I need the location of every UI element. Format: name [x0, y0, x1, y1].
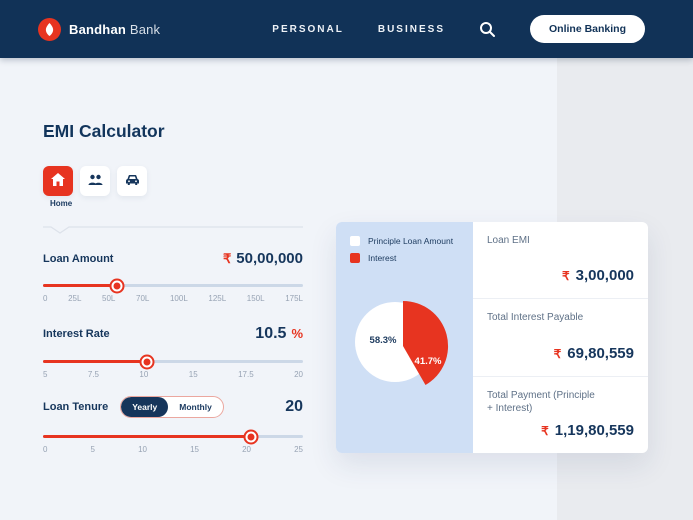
brand-logo[interactable]: Bandhan Bank [38, 17, 161, 41]
page-title: EMI Calculator [43, 121, 165, 141]
toggle-yearly-button[interactable]: Yearly [121, 397, 169, 417]
loan-amount-ticks: 0 25L 50L 70L 100L 125L 150L 175L [43, 294, 303, 303]
rupee-icon: ₹ [561, 269, 570, 284]
interest-rate-label: Interest Rate [43, 328, 110, 340]
loan-tenure-ticks: 0 5 10 15 20 25 [43, 445, 303, 454]
people-icon [88, 174, 103, 189]
principle-swatch-icon [350, 236, 360, 246]
total-interest-row: Total Interest Payable ₹ 69,80,559 [473, 298, 648, 375]
tab-personal-loan[interactable] [80, 166, 110, 196]
loan-tenure-value: 20 [285, 398, 303, 415]
navbar: Bandhan Bank PERSONAL BUSINESS Online Ba… [0, 0, 693, 58]
interest-rate-value: 10.5 % [255, 325, 303, 342]
loan-tenure-label: Loan Tenure [43, 401, 109, 413]
brand-name: Bandhan Bank [69, 21, 161, 37]
rupee-icon: ₹ [553, 346, 562, 361]
bandhan-logo-icon [38, 17, 61, 41]
tab-divider [43, 222, 303, 240]
percent-symbol: % [291, 326, 303, 341]
active-tab-label: Home [50, 199, 73, 208]
interest-rate-section: Interest Rate 10.5 % 5 7.5 10 15 17.5 20 [43, 325, 303, 379]
nav-link-business[interactable]: BUSINESS [377, 23, 445, 35]
interest-pct-label: 41.7% [415, 356, 442, 367]
rupee-icon: ₹ [541, 423, 549, 438]
loan-tenure-slider-handle[interactable] [245, 431, 257, 442]
loan-type-tabs [43, 166, 147, 196]
tab-car-loan[interactable] [117, 166, 147, 196]
home-icon [51, 173, 65, 189]
total-interest-value: ₹ 69,80,559 [553, 344, 634, 362]
total-payment-value: ₹ 1,19,80,559 [541, 421, 634, 439]
interest-rate-ticks: 5 7.5 10 15 17.5 20 [43, 370, 303, 379]
loan-emi-value: ₹ 3,00,000 [561, 267, 634, 285]
interest-rate-slider-handle[interactable] [141, 356, 153, 367]
calculator-panel: EMI Calculator Home Loan Amount ₹ 50,00 [43, 58, 303, 520]
chart-pane: Principle Loan Amount Interest 58.3% 41.… [336, 222, 473, 453]
tab-home-loan[interactable] [43, 166, 73, 196]
loan-tenure-section: Loan Tenure Yearly Monthly 20 0 5 10 15 … [43, 396, 303, 454]
loan-amount-label: Loan Amount [43, 252, 114, 265]
emi-pie-chart: 58.3% 41.7% [355, 300, 449, 385]
search-icon[interactable] [479, 21, 496, 38]
interest-rate-slider[interactable] [43, 356, 303, 367]
tenure-unit-toggle: Yearly Monthly [120, 396, 224, 418]
legend-item-principle: Principle Loan Amount [350, 236, 459, 246]
loan-tenure-slider[interactable] [43, 431, 303, 442]
interest-swatch-icon [350, 253, 360, 263]
loan-amount-section: Loan Amount ₹ 50,00,000 0 25L 50L 70L 10… [43, 250, 303, 303]
rupee-icon: ₹ [222, 251, 232, 266]
legend-item-interest: Interest [350, 253, 459, 263]
values-pane: Loan EMI ₹ 3,00,000 Total Interest Payab… [473, 222, 648, 453]
loan-amount-value: ₹ 50,00,000 [222, 250, 303, 267]
loan-emi-row: Loan EMI ₹ 3,00,000 [487, 235, 634, 285]
result-card: Principle Loan Amount Interest 58.3% 41.… [336, 222, 648, 453]
principle-pct-label: 58.3% [370, 335, 397, 346]
toggle-monthly-button[interactable]: Monthly [168, 397, 223, 417]
total-payment-row: Total Payment (Principle + Interest) ₹ 1… [473, 375, 648, 453]
online-banking-button[interactable]: Online Banking [529, 15, 645, 43]
nav-link-personal[interactable]: PERSONAL [272, 23, 344, 35]
loan-amount-slider[interactable] [43, 280, 303, 291]
car-icon [125, 174, 140, 189]
loan-amount-slider-handle[interactable] [111, 280, 123, 291]
